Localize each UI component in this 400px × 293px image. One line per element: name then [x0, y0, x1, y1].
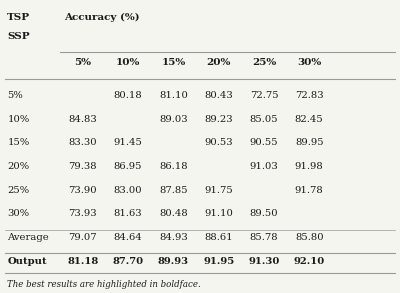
Text: 79.07: 79.07: [68, 233, 97, 242]
Text: 86.95: 86.95: [114, 162, 142, 171]
Text: 15%: 15%: [161, 58, 186, 67]
Text: 91.78: 91.78: [295, 186, 324, 195]
Text: 85.78: 85.78: [250, 233, 278, 242]
Text: 83.00: 83.00: [114, 186, 142, 195]
Text: Accuracy (%): Accuracy (%): [64, 13, 140, 22]
Text: 91.10: 91.10: [204, 209, 233, 218]
Text: 25%: 25%: [7, 186, 30, 195]
Text: 81.10: 81.10: [159, 91, 188, 100]
Text: 89.95: 89.95: [295, 138, 324, 147]
Text: 25%: 25%: [252, 58, 276, 67]
Text: 20%: 20%: [7, 162, 30, 171]
Text: 91.45: 91.45: [114, 138, 142, 147]
Text: 91.03: 91.03: [250, 162, 278, 171]
Text: 92.10: 92.10: [294, 257, 325, 266]
Text: 90.53: 90.53: [204, 138, 233, 147]
Text: 83.30: 83.30: [68, 138, 97, 147]
Text: 80.43: 80.43: [204, 91, 233, 100]
Text: TSP: TSP: [7, 13, 30, 22]
Text: 72.75: 72.75: [250, 91, 278, 100]
Text: 87.85: 87.85: [159, 186, 188, 195]
Text: 5%: 5%: [7, 91, 23, 100]
Text: 89.23: 89.23: [204, 115, 233, 124]
Text: 79.38: 79.38: [68, 162, 97, 171]
Text: 10%: 10%: [116, 58, 140, 67]
Text: Average: Average: [7, 233, 49, 242]
Text: 91.95: 91.95: [203, 257, 234, 266]
Text: 81.63: 81.63: [114, 209, 142, 218]
Text: 89.03: 89.03: [159, 115, 188, 124]
Text: 73.93: 73.93: [68, 209, 97, 218]
Text: SSP: SSP: [7, 32, 30, 41]
Text: The best results are highlighted in boldface.: The best results are highlighted in bold…: [7, 280, 201, 289]
Text: 80.48: 80.48: [159, 209, 188, 218]
Text: Output: Output: [7, 257, 47, 266]
Text: 73.90: 73.90: [68, 186, 97, 195]
Text: 87.70: 87.70: [112, 257, 144, 266]
Text: 20%: 20%: [206, 58, 231, 67]
Text: 15%: 15%: [7, 138, 30, 147]
Text: 10%: 10%: [7, 115, 30, 124]
Text: 91.30: 91.30: [248, 257, 280, 266]
Text: 89.93: 89.93: [158, 257, 189, 266]
Text: 84.93: 84.93: [159, 233, 188, 242]
Text: 5%: 5%: [74, 58, 91, 67]
Text: 89.50: 89.50: [250, 209, 278, 218]
Text: 91.98: 91.98: [295, 162, 324, 171]
Text: 82.45: 82.45: [295, 115, 324, 124]
Text: 91.75: 91.75: [204, 186, 233, 195]
Text: 84.83: 84.83: [68, 115, 97, 124]
Text: 88.61: 88.61: [204, 233, 233, 242]
Text: 85.05: 85.05: [250, 115, 278, 124]
Text: 90.55: 90.55: [250, 138, 278, 147]
Text: 84.64: 84.64: [114, 233, 142, 242]
Text: 80.18: 80.18: [114, 91, 142, 100]
Text: 30%: 30%: [7, 209, 30, 218]
Text: 72.83: 72.83: [295, 91, 324, 100]
Text: 30%: 30%: [297, 58, 321, 67]
Text: 81.18: 81.18: [67, 257, 98, 266]
Text: 85.80: 85.80: [295, 233, 324, 242]
Text: 86.18: 86.18: [159, 162, 188, 171]
